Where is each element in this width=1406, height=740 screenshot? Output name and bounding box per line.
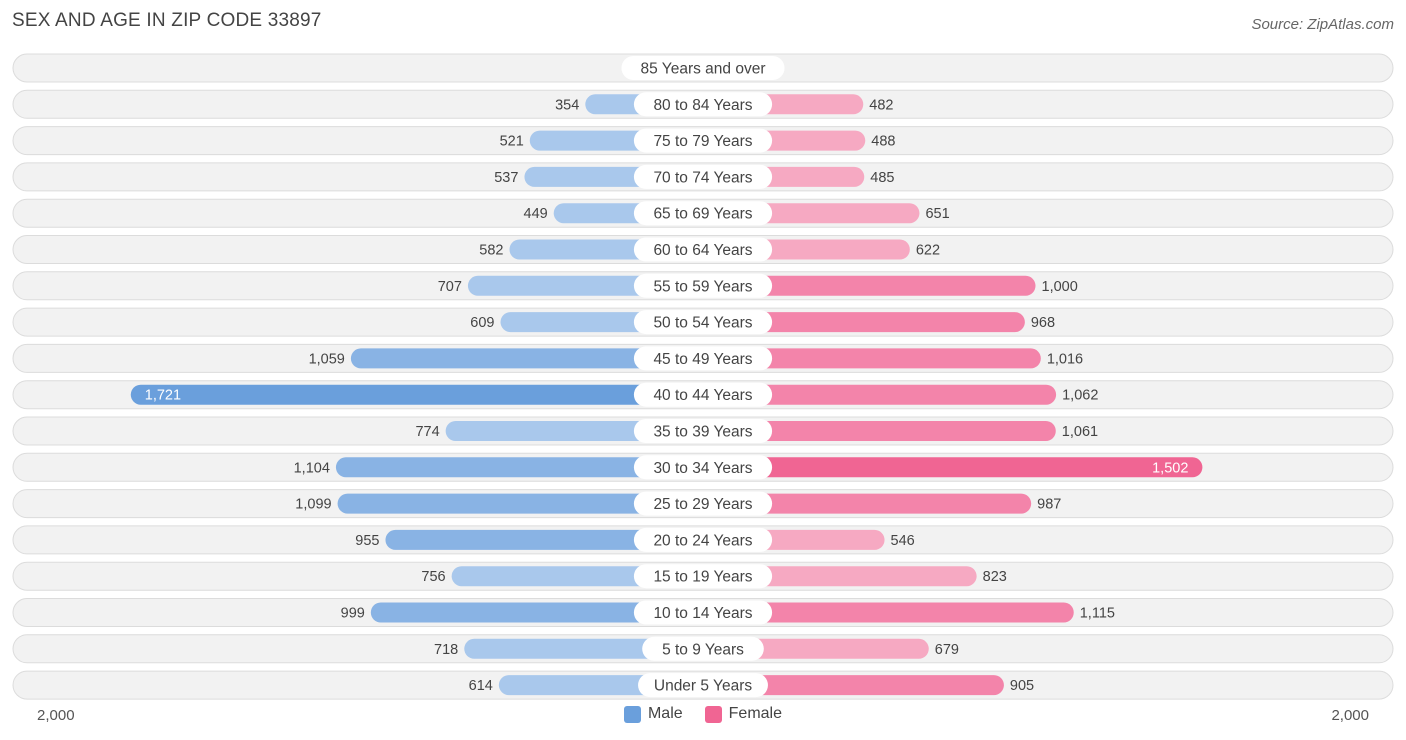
male-value-label: 756 [421, 569, 445, 585]
category-label: 30 to 34 Years [653, 460, 752, 477]
source-note: Source: ZipAtlas.com [1251, 16, 1394, 33]
category-label: 40 to 44 Years [653, 387, 752, 404]
category-label-background [633, 382, 773, 407]
category-label: 85 Years and over [641, 61, 766, 78]
category-label: 75 to 79 Years [653, 133, 752, 150]
category-label-background [633, 201, 773, 226]
category-label: 80 to 84 Years [653, 97, 752, 114]
female-bar [703, 493, 1032, 514]
category-label-background [633, 346, 773, 371]
category-label-background [633, 455, 773, 480]
category-label: 55 to 59 Years [653, 278, 752, 295]
category-label-background [633, 128, 773, 153]
category-label-background [633, 419, 773, 443]
legend: Male Female [0, 705, 1406, 723]
female-value-label: 823 [983, 569, 1007, 585]
male-value-label: 774 [415, 424, 439, 440]
category-label: 50 to 54 Years [653, 315, 752, 332]
female-value-label: 482 [869, 97, 893, 113]
female-bar [703, 457, 1203, 478]
male-bar [337, 493, 703, 514]
category-label-background [633, 273, 773, 298]
category-label: 15 to 19 Years [653, 569, 752, 586]
legend-item-female[interactable]: Female [704, 705, 783, 723]
female-value-label: 1,115 [1080, 606, 1115, 622]
legend-item-male[interactable]: Male [623, 705, 683, 723]
female-value-label: 987 [1037, 497, 1061, 513]
female-value-label: 651 [925, 206, 949, 222]
axis-left-max-label: 2,000 [37, 707, 75, 724]
female-value-label: 546 [891, 533, 915, 549]
category-label-background [633, 491, 773, 516]
female-bar [703, 348, 1041, 369]
male-bar [130, 384, 703, 405]
category-label-background [633, 527, 773, 552]
female-bar [703, 675, 1004, 696]
category-label-background [633, 600, 773, 625]
category-label: 25 to 29 Years [653, 496, 752, 513]
male-value-label: 537 [494, 170, 518, 186]
female-bar [703, 312, 1025, 333]
axis-right-max-label: 2,000 [1331, 707, 1369, 724]
female-value-label: 622 [916, 243, 940, 259]
category-label-background [633, 164, 773, 189]
chart-title: SEX AND AGE IN ZIP CODE 33897 [12, 10, 322, 31]
category-label: 60 to 64 Years [653, 242, 752, 259]
male-value-label: 1,104 [294, 460, 330, 476]
category-label: 65 to 69 Years [653, 206, 752, 223]
category-label: 45 to 49 Years [653, 351, 752, 368]
male-value-label: 609 [470, 315, 494, 331]
female-value-label: 1,062 [1062, 388, 1098, 404]
male-value-label: 521 [500, 134, 524, 150]
female-value-label: 905 [1010, 678, 1034, 694]
male-bar [370, 602, 703, 623]
category-label-background [633, 564, 773, 589]
female-value-label: 679 [935, 642, 959, 658]
female-bar [703, 421, 1056, 441]
category-label-background [633, 237, 773, 262]
female-bar [703, 384, 1057, 405]
category-label: Under 5 Years [654, 678, 752, 695]
category-label-background [638, 673, 768, 698]
male-bar [350, 348, 703, 369]
category-label-background [633, 310, 773, 335]
male-value-label: 707 [438, 279, 462, 295]
male-value-label: 718 [434, 642, 458, 658]
male-value-label: 354 [555, 97, 579, 113]
male-value-label: 1,099 [295, 497, 331, 513]
category-label-background [621, 56, 785, 80]
female-value-label: 1,000 [1042, 279, 1078, 295]
category-label-background [642, 636, 764, 661]
category-label: 20 to 24 Years [653, 532, 752, 549]
female-bar [703, 566, 977, 587]
male-bar [335, 457, 703, 478]
female-value-label: 488 [871, 134, 895, 150]
male-swatch [623, 705, 641, 723]
male-value-label: 449 [524, 206, 548, 222]
male-bar [385, 529, 703, 550]
male-value-label: 1,721 [145, 388, 181, 404]
male-value-label: 582 [479, 243, 503, 259]
male-value-label: 955 [355, 533, 379, 549]
male-value-label: 1,059 [309, 351, 345, 367]
male-value-label: 614 [469, 678, 493, 694]
category-label: 35 to 39 Years [653, 424, 752, 441]
female-value-label: 1,502 [1152, 460, 1188, 476]
legend-female-label: Female [728, 705, 783, 722]
female-bar [703, 602, 1074, 623]
female-swatch [704, 705, 722, 723]
legend-male-label: Male [647, 705, 683, 722]
category-label: 70 to 74 Years [653, 169, 752, 186]
category-label-background [633, 92, 773, 117]
category-label: 10 to 14 Years [653, 605, 752, 622]
female-value-label: 1,016 [1047, 351, 1083, 367]
female-value-label: 968 [1031, 315, 1055, 331]
male-value-label: 999 [341, 606, 365, 622]
category-label: 5 to 9 Years [662, 641, 744, 658]
female-value-label: 1,061 [1062, 424, 1098, 440]
female-bar [703, 275, 1036, 296]
female-value-label: 485 [870, 170, 894, 186]
